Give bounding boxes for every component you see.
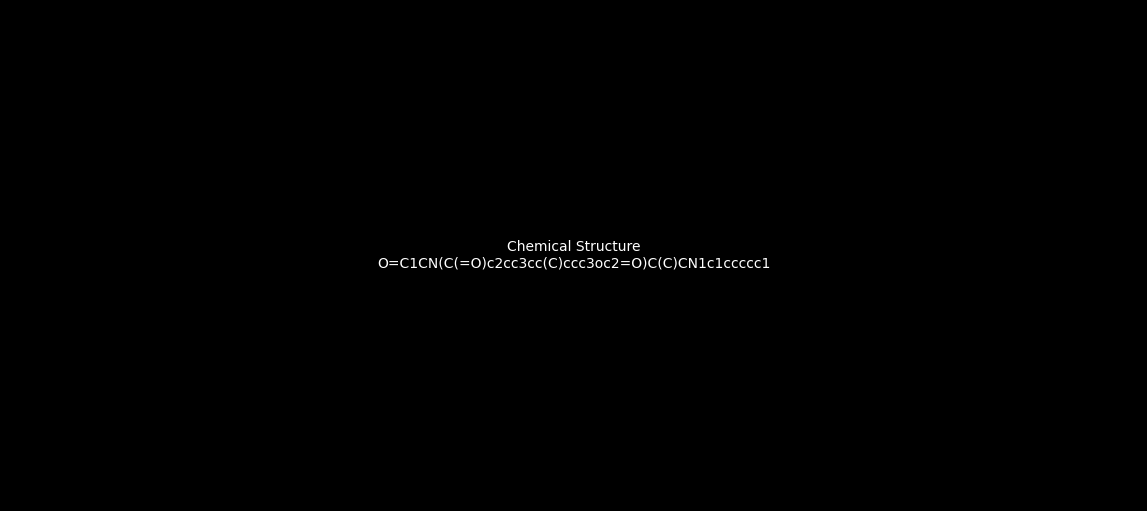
Text: Chemical Structure
O=C1CN(C(=O)c2cc3cc(C)ccc3oc2=O)C(C)CN1c1ccccc1: Chemical Structure O=C1CN(C(=O)c2cc3cc(C…	[377, 240, 770, 271]
